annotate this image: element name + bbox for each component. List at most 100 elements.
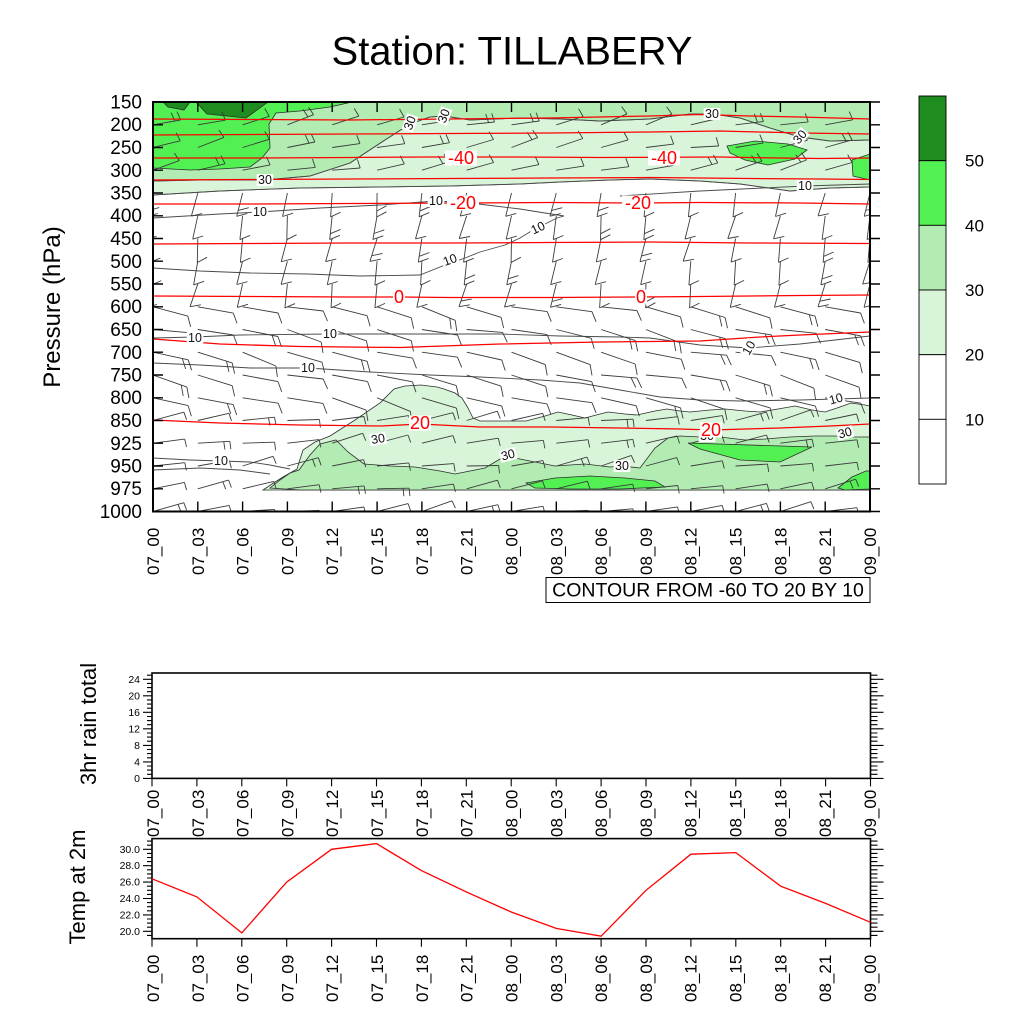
svg-text:08_12: 08_12 [682,790,701,837]
svg-text:07_21: 07_21 [458,955,477,1002]
svg-text:450: 450 [110,229,142,250]
svg-text:07_21: 07_21 [458,528,477,575]
svg-text:650: 650 [110,320,142,341]
svg-text:30: 30 [499,446,516,463]
svg-text:08_06: 08_06 [592,528,611,575]
svg-text:10: 10 [739,338,758,357]
svg-text:975: 975 [110,479,142,500]
svg-text:07_12: 07_12 [323,790,342,837]
svg-text:40: 40 [965,216,984,235]
svg-text:-40: -40 [448,148,474,168]
svg-text:08_18: 08_18 [771,790,790,837]
svg-text:07_00: 07_00 [144,790,163,837]
svg-text:10: 10 [441,251,459,269]
svg-text:600: 600 [110,297,142,318]
svg-text:07_00: 07_00 [144,528,163,575]
svg-text:30: 30 [435,107,453,125]
svg-text:Pressure (hPa): Pressure (hPa) [39,226,66,387]
svg-text:750: 750 [110,366,142,387]
svg-text:10: 10 [323,327,337,341]
svg-text:20: 20 [701,420,721,440]
svg-text:08_15: 08_15 [727,528,746,575]
svg-text:08_21: 08_21 [816,955,835,1002]
svg-text:24: 24 [128,674,140,686]
svg-text:08_12: 08_12 [682,528,701,575]
svg-text:08_09: 08_09 [637,528,656,575]
svg-text:Temp at 2m: Temp at 2m [65,830,90,945]
svg-text:250: 250 [110,138,142,159]
svg-text:07_15: 07_15 [368,955,387,1002]
svg-text:50: 50 [965,152,984,171]
svg-text:12: 12 [128,723,140,735]
svg-text:08_18: 08_18 [771,955,790,1002]
svg-text:10: 10 [301,361,315,375]
svg-text:07_06: 07_06 [234,955,253,1002]
svg-text:10: 10 [798,179,812,193]
svg-text:07_12: 07_12 [323,528,342,575]
svg-text:30: 30 [370,431,386,447]
svg-text:4: 4 [134,756,140,768]
svg-text:10: 10 [529,219,548,238]
svg-text:08_06: 08_06 [592,790,611,837]
svg-text:07_12: 07_12 [323,955,342,1002]
svg-text:Station: TILLABERY: Station: TILLABERY [332,30,693,74]
svg-text:09_00: 09_00 [861,790,880,837]
svg-text:09_00: 09_00 [861,955,880,1002]
svg-text:07_21: 07_21 [458,790,477,837]
svg-text:20: 20 [965,346,984,365]
svg-text:07_18: 07_18 [413,790,432,837]
svg-text:07_18: 07_18 [413,528,432,575]
svg-text:1000: 1000 [100,502,142,523]
svg-text:08_21: 08_21 [816,790,835,837]
svg-text:30: 30 [258,173,272,187]
svg-text:8: 8 [134,740,140,752]
svg-text:07_06: 07_06 [234,528,253,575]
svg-text:07_15: 07_15 [368,790,387,837]
svg-text:10: 10 [965,410,984,429]
svg-text:28.0: 28.0 [120,860,141,872]
svg-text:07_18: 07_18 [413,955,432,1002]
svg-text:07_09: 07_09 [278,528,297,575]
svg-text:07_09: 07_09 [278,955,297,1002]
svg-text:24.0: 24.0 [120,893,141,905]
svg-text:10: 10 [429,194,443,208]
svg-text:0: 0 [134,773,140,785]
svg-text:20: 20 [410,413,430,433]
svg-text:0: 0 [394,287,404,307]
svg-text:30.0: 30.0 [120,844,141,856]
svg-text:30: 30 [615,459,629,473]
svg-text:700: 700 [110,343,142,364]
svg-text:26.0: 26.0 [120,877,141,889]
svg-text:08_03: 08_03 [547,790,566,837]
svg-text:10: 10 [827,390,844,407]
svg-text:08_15: 08_15 [727,955,746,1002]
svg-text:400: 400 [110,206,142,227]
svg-text:800: 800 [110,388,142,409]
svg-text:20: 20 [128,690,140,702]
svg-text:CONTOUR FROM -60 TO 20 BY 10: CONTOUR FROM -60 TO 20 BY 10 [552,580,864,602]
svg-text:150: 150 [110,93,142,114]
svg-text:925: 925 [110,434,142,455]
svg-text:08_21: 08_21 [816,528,835,575]
svg-text:08_00: 08_00 [503,528,522,575]
svg-text:10: 10 [253,205,267,219]
svg-text:07_03: 07_03 [189,955,208,1002]
svg-text:3hr rain total: 3hr rain total [76,663,101,785]
svg-text:350: 350 [110,184,142,205]
svg-text:08_12: 08_12 [682,955,701,1002]
svg-text:07_00: 07_00 [144,955,163,1002]
svg-text:10: 10 [214,454,228,468]
svg-text:08_09: 08_09 [637,955,656,1002]
svg-text:07_09: 07_09 [278,790,297,837]
svg-text:30: 30 [705,107,719,121]
svg-text:09_00: 09_00 [861,528,880,575]
svg-text:-40: -40 [651,148,677,168]
svg-text:07_15: 07_15 [368,528,387,575]
svg-text:500: 500 [110,252,142,273]
svg-text:08_00: 08_00 [503,955,522,1002]
svg-text:07_03: 07_03 [189,790,208,837]
svg-text:550: 550 [110,275,142,296]
svg-text:30: 30 [965,281,984,300]
svg-text:20.0: 20.0 [120,926,141,938]
svg-text:200: 200 [110,115,142,136]
